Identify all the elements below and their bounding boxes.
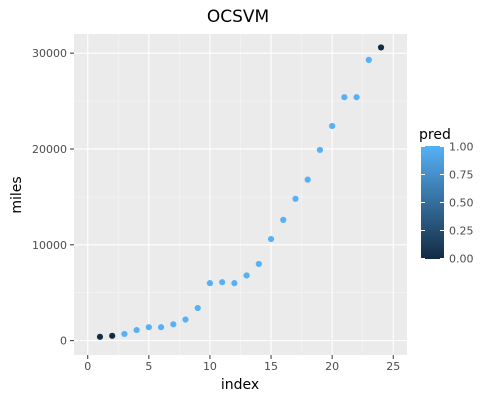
x-axis-title: index bbox=[221, 377, 259, 393]
data-point bbox=[109, 332, 116, 339]
data-point bbox=[182, 316, 189, 323]
data-point bbox=[267, 235, 275, 243]
data-point bbox=[157, 324, 165, 331]
x-tick-label: 25 bbox=[386, 360, 400, 373]
data-point bbox=[365, 56, 372, 63]
legend-tick-label: 1.00 bbox=[449, 141, 474, 154]
data-point bbox=[377, 44, 385, 51]
minor-gridlines bbox=[74, 34, 407, 355]
y-tick-label: 20000 bbox=[32, 143, 67, 156]
x-tick-label: 20 bbox=[325, 360, 339, 373]
data-point bbox=[255, 260, 262, 268]
data-point bbox=[353, 94, 360, 101]
data-point bbox=[316, 146, 324, 154]
legend-colorbar bbox=[421, 146, 444, 259]
legend-tick-label: 0.50 bbox=[449, 197, 474, 210]
x-tick-label: 0 bbox=[84, 360, 91, 373]
legend-tick-label: 0.00 bbox=[449, 253, 474, 266]
data-point bbox=[341, 94, 348, 101]
x-tick-label: 5 bbox=[145, 360, 152, 373]
data-point bbox=[329, 122, 336, 130]
y-axis: 0 10000 20000 30000 bbox=[32, 47, 74, 348]
data-point bbox=[219, 279, 226, 286]
legend-title: pred bbox=[419, 127, 451, 143]
chart-title: OCSVM bbox=[207, 7, 269, 27]
data-point bbox=[170, 321, 177, 328]
x-tick-label: 10 bbox=[203, 360, 217, 373]
legend-tick-label: 0.75 bbox=[449, 169, 474, 182]
data-point bbox=[133, 326, 140, 334]
y-axis-title: miles bbox=[9, 176, 25, 213]
data-point bbox=[206, 280, 214, 287]
major-gridlines bbox=[74, 34, 407, 355]
y-tick-label: 0 bbox=[60, 335, 67, 348]
data-point bbox=[243, 272, 250, 279]
data-point bbox=[96, 333, 104, 340]
y-tick-label: 30000 bbox=[32, 47, 67, 60]
data-point bbox=[145, 324, 152, 331]
legend: pred 0.00 0.25 0.50 0.75 1.00 bbox=[419, 127, 474, 266]
data-points bbox=[96, 44, 385, 340]
legend-ticks: 0.00 0.25 0.50 0.75 1.00 bbox=[421, 141, 474, 266]
data-point bbox=[121, 330, 128, 338]
data-point bbox=[304, 176, 311, 183]
x-axis: 0 5 10 15 20 25 bbox=[84, 355, 400, 373]
y-tick-label: 10000 bbox=[32, 239, 67, 252]
x-tick-label: 15 bbox=[264, 360, 278, 373]
data-point bbox=[231, 280, 238, 287]
data-point bbox=[292, 195, 299, 202]
legend-tick-label: 0.25 bbox=[449, 225, 474, 238]
data-point bbox=[194, 304, 201, 312]
data-point bbox=[280, 216, 287, 223]
